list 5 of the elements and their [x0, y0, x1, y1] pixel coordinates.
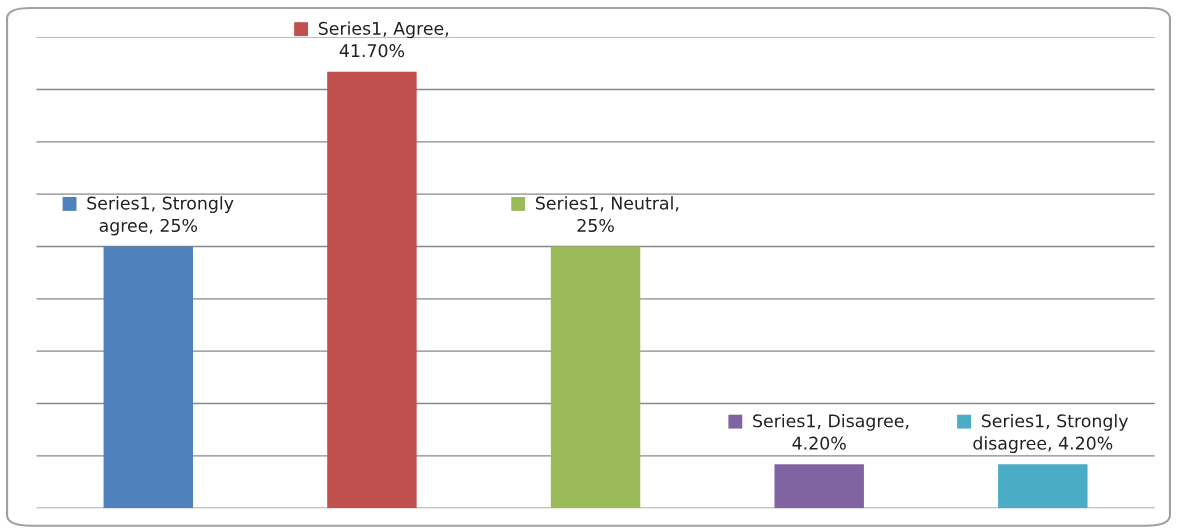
- data-label: Series1, Strongly agree, 25%: [87, 196, 234, 236]
- data-label: Series1, Strongly disagree, 4.20%: [973, 413, 1128, 454]
- data-label: Series1, Disagree, 4.20%: [753, 413, 909, 450]
- data-label: Series1, Neutral, 25%: [535, 196, 679, 233]
- data-label: Series1, Agree, 41.70%: [318, 21, 449, 58]
